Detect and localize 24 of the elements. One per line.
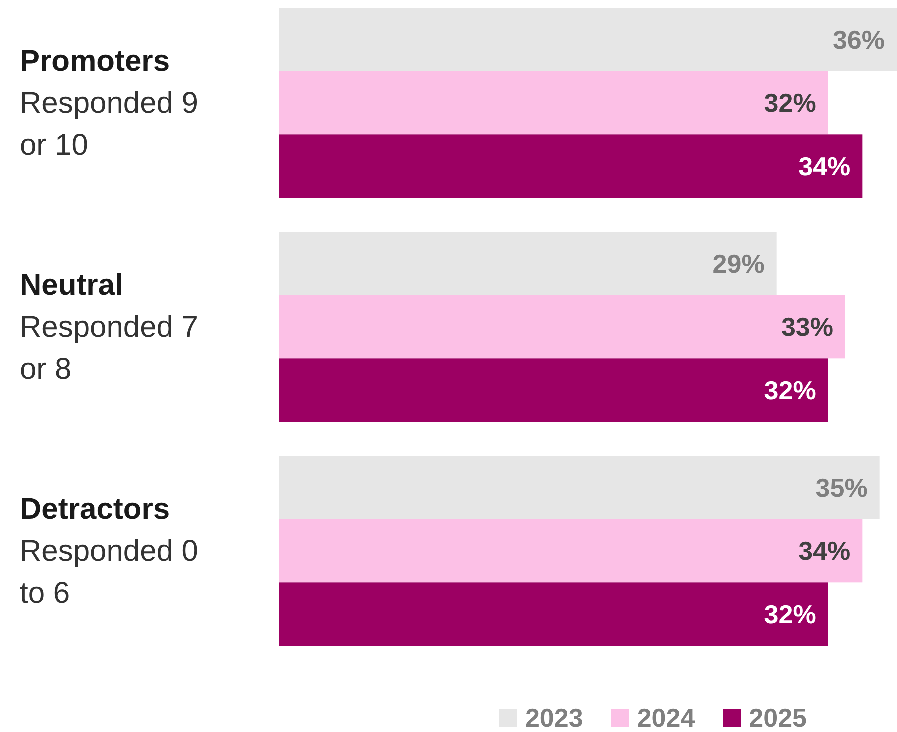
data-label: 32%	[764, 375, 816, 406]
y-tick-label: Neutral Responded 7 or 8	[20, 269, 198, 386]
data-label: 36%	[832, 24, 885, 55]
data-label: 34%	[798, 151, 851, 182]
legend-label: 2024	[637, 703, 696, 732]
y-tick-label: Detractors Responded 0 to 6	[20, 493, 198, 610]
bar	[279, 456, 880, 520]
bar	[279, 71, 828, 135]
bar	[279, 582, 828, 646]
bar	[279, 232, 777, 296]
bar	[279, 295, 846, 359]
data-label: 34%	[798, 536, 851, 566]
bar	[279, 519, 863, 583]
data-label: 35%	[816, 472, 868, 503]
data-label: 32%	[764, 88, 816, 118]
y-tick-label: Promoters Responded 9 or 10	[20, 45, 198, 162]
bar	[279, 8, 897, 72]
legend-label: 2025	[749, 703, 807, 732]
data-label: 32%	[764, 599, 816, 630]
legend-label: 2023	[525, 703, 584, 732]
data-label: 33%	[781, 312, 834, 342]
bar	[279, 358, 828, 422]
bar	[279, 134, 863, 198]
data-label: 29%	[712, 248, 765, 279]
